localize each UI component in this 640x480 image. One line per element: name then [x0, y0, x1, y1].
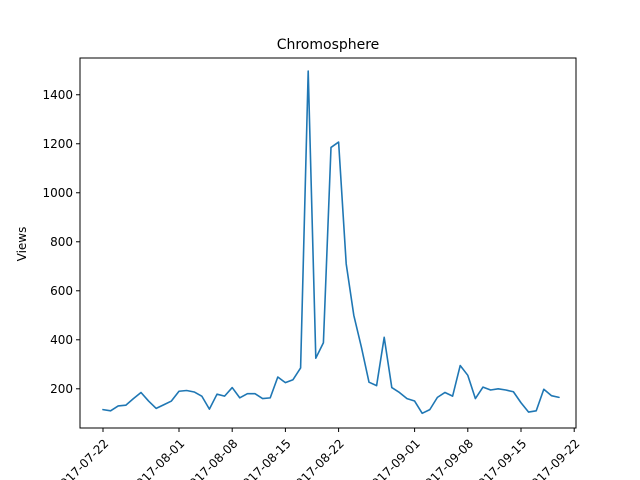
y-axis: 200 400 600 800 1000 1200 1400	[42, 88, 80, 396]
x-tick-label: 2017-09-08	[417, 436, 476, 480]
y-tick-label: 800	[50, 235, 73, 249]
x-tick-label: 2017-07-22	[52, 436, 111, 480]
y-tick-label: 1200	[42, 137, 73, 151]
x-tick-label: 2017-09-01	[364, 436, 423, 480]
y-tick-label: 1000	[42, 186, 73, 200]
x-tick-label: 2017-08-15	[235, 436, 294, 480]
x-tick-label: 2017-08-22	[288, 436, 347, 480]
y-tick-label: 200	[50, 382, 73, 396]
x-axis: 2017-07-22 2017-08-012017-08-082017-08-15…	[52, 428, 583, 480]
y-axis-label: Views	[15, 227, 29, 262]
x-tick-label: 2017-08-01	[128, 436, 187, 480]
plot-area-frame	[79, 57, 577, 429]
x-tick-label: 2017-08-08	[181, 436, 240, 480]
series-line	[102, 70, 560, 415]
y-tick-label: 400	[50, 333, 73, 347]
y-tick-label: 600	[50, 284, 73, 298]
x-tick-label: 2017-09-15	[470, 436, 529, 480]
y-tick-label: 1400	[42, 88, 73, 102]
chart-title: Chromosphere	[277, 37, 380, 53]
x-tick-label: 2017-09-22	[523, 436, 582, 480]
